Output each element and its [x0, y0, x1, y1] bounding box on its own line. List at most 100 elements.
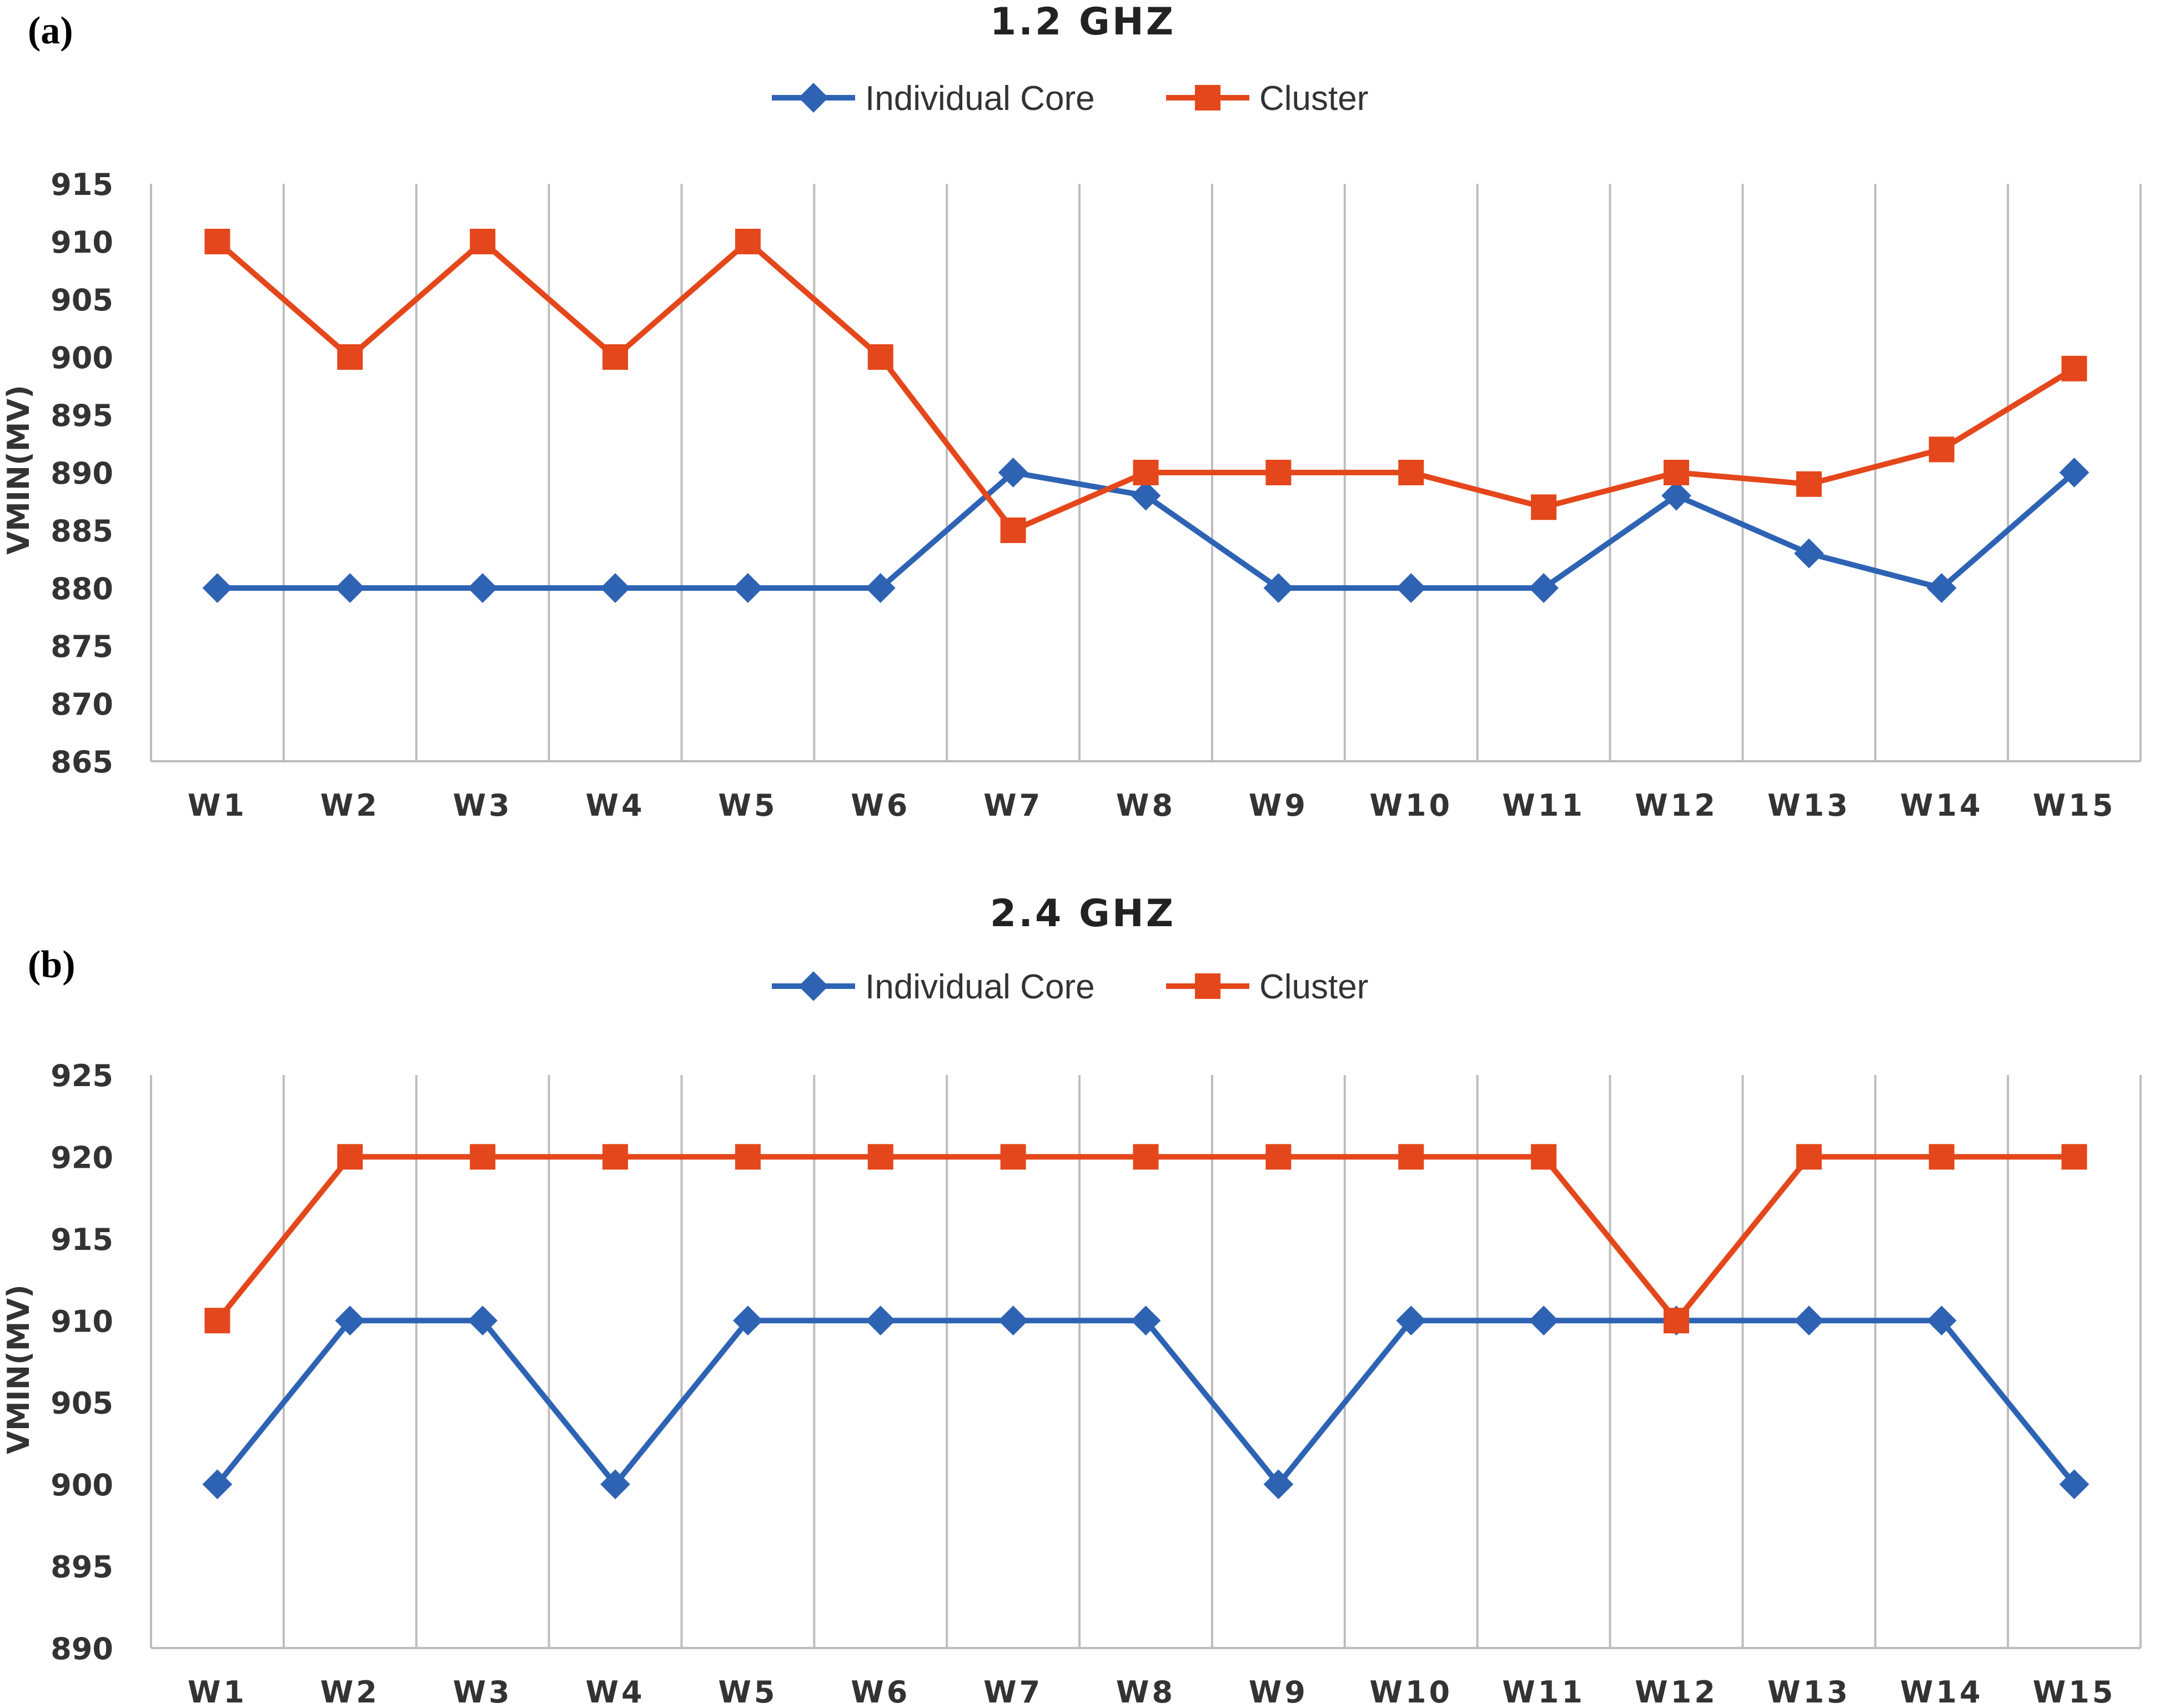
y-tick-label: 900	[51, 1468, 113, 1503]
x-tick-label: W14	[1900, 788, 1983, 823]
x-tick-label: W6	[851, 1675, 910, 1708]
chart-panel-b: (b) 2.4 GHZ Individual Core Cluster VMIN…	[1, 892, 2142, 1708]
y-tick-label: 865	[51, 745, 113, 780]
series	[202, 1144, 2089, 1500]
data-point-individual-core	[600, 1469, 630, 1500]
legend: Individual Core Cluster	[772, 968, 1368, 1006]
data-point-cluster	[1796, 1144, 1822, 1170]
data-point-individual-core	[865, 573, 896, 603]
data-point-cluster	[1398, 1144, 1424, 1170]
y-tick-label: 910	[51, 225, 113, 260]
x-tick-label: W5	[718, 788, 777, 823]
data-point-cluster	[337, 344, 363, 370]
y-tick-label: 890	[51, 456, 113, 491]
data-point-individual-core	[1926, 1305, 1957, 1336]
data-point-cluster	[867, 344, 893, 370]
data-point-individual-core	[1926, 573, 1957, 603]
panel-label: (b)	[28, 943, 76, 986]
data-point-cluster	[602, 1144, 629, 1170]
y-tick-label: 920	[51, 1140, 113, 1175]
data-point-cluster	[735, 1144, 761, 1170]
diamond-marker-icon	[798, 83, 828, 113]
chart-title: 1.2 GHZ	[990, 0, 1176, 44]
x-tick-label: W3	[453, 788, 513, 823]
x-tick-label: W7	[983, 788, 1043, 823]
data-point-cluster	[470, 229, 496, 254]
data-point-cluster	[204, 1308, 230, 1334]
data-point-individual-core	[335, 573, 365, 603]
x-tick-label: W4	[585, 788, 645, 823]
data-point-cluster	[735, 229, 761, 254]
y-axis-ticks: 865 870 875 880 885 890 895 900 905 910 915	[51, 167, 113, 780]
series-line-cluster	[215, 1154, 2074, 1324]
y-tick-label: 895	[51, 398, 113, 433]
y-tick-label: 910	[51, 1304, 113, 1339]
y-tick-label: 915	[51, 167, 113, 202]
y-tick-label: 885	[51, 514, 113, 549]
data-point-cluster	[1398, 460, 1424, 485]
y-tick-label: 895	[51, 1550, 113, 1585]
y-tick-label: 875	[51, 629, 113, 664]
data-point-individual-core	[1131, 1305, 1161, 1336]
data-point-cluster	[2061, 1144, 2087, 1170]
data-point-individual-core	[1396, 1305, 1426, 1336]
x-tick-label: W11	[1502, 1675, 1585, 1708]
data-point-cluster	[337, 1144, 363, 1170]
x-axis-ticks: W1 W2 W3 W4 W5 W6 W7 W8 W9 W10 W11 W12 W13 W14 W15	[188, 1675, 2113, 1708]
data-point-cluster	[1133, 460, 1159, 485]
data-point-individual-core	[1794, 1305, 1824, 1336]
data-point-cluster	[1796, 471, 1822, 497]
x-tick-label: W11	[1502, 788, 1585, 823]
y-tick-label: 915	[51, 1222, 113, 1257]
data-point-cluster	[1000, 1144, 1026, 1170]
x-tick-label: W9	[1249, 788, 1308, 823]
x-tick-label: W7	[983, 1675, 1043, 1708]
y-tick-label: 925	[51, 1058, 113, 1093]
data-point-individual-core	[202, 573, 233, 603]
data-point-individual-core	[1529, 573, 1559, 603]
chart-panel-a: (a) 1.2 GHZ Individual Core Cluster VMIN…	[1, 0, 2142, 823]
x-tick-label: W8	[1116, 1675, 1176, 1708]
data-point-cluster	[1928, 436, 1955, 463]
x-tick-label: W15	[2033, 788, 2116, 823]
data-point-individual-core	[865, 1305, 896, 1336]
data-point-cluster	[1265, 460, 1292, 485]
data-point-individual-core	[733, 573, 763, 603]
data-point-individual-core	[600, 573, 630, 603]
diamond-marker-icon	[798, 971, 828, 1001]
chart-title: 2.4 GHZ	[990, 892, 1176, 936]
x-tick-label: W2	[320, 788, 380, 823]
gridlines	[150, 1075, 2142, 1649]
x-tick-label: W10	[1369, 788, 1453, 823]
data-point-cluster	[1663, 460, 1689, 485]
x-tick-label: W4	[585, 1675, 645, 1708]
data-point-cluster	[1531, 494, 1557, 520]
gridlines	[150, 184, 2142, 762]
x-tick-label: W13	[1767, 1675, 1851, 1708]
y-tick-label: 890	[51, 1631, 113, 1666]
legend-label-cluster: Cluster	[1259, 79, 1368, 118]
data-point-individual-core	[468, 573, 498, 603]
y-axis-ticks: 890 895 900 905 910 915 920 925	[51, 1058, 113, 1666]
x-tick-label: W5	[718, 1675, 777, 1708]
x-tick-label: W12	[1635, 1675, 1718, 1708]
data-point-individual-core	[998, 1305, 1028, 1336]
data-point-individual-core	[1263, 1469, 1294, 1500]
data-point-cluster	[602, 344, 629, 370]
data-point-individual-core	[1263, 573, 1294, 603]
panel-label: (a)	[28, 9, 73, 52]
square-marker-icon	[1195, 973, 1220, 999]
data-point-individual-core	[1794, 538, 1824, 569]
data-point-individual-core	[1396, 573, 1426, 603]
data-point-cluster	[470, 1144, 496, 1170]
y-tick-label: 900	[51, 340, 113, 375]
series	[202, 229, 2089, 603]
legend-label-individual-core: Individual Core	[865, 968, 1095, 1006]
data-point-individual-core	[733, 1305, 763, 1336]
data-point-cluster	[1928, 1144, 1955, 1170]
y-axis-title: VMIN(MV)	[1, 385, 36, 555]
x-tick-label: W8	[1116, 788, 1176, 823]
data-point-cluster	[2061, 355, 2087, 381]
data-point-individual-core	[2059, 1469, 2089, 1500]
